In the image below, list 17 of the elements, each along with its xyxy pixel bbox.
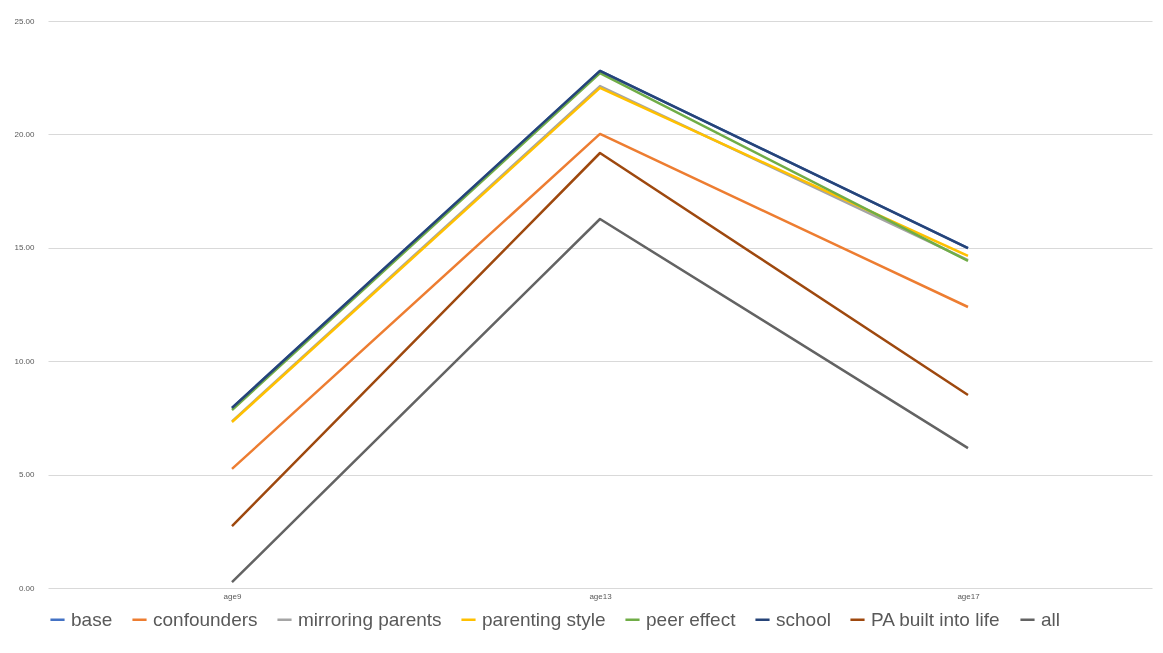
y-tick-label: 0.00	[18, 583, 36, 593]
x-tick-label: age17	[957, 591, 981, 601]
legend-label: all	[1041, 608, 1061, 630]
legend-label: mirroring parents	[298, 608, 442, 630]
legend-label: confounders	[153, 608, 258, 630]
legend-label: base	[71, 608, 113, 630]
y-tick-label: 10.00	[14, 356, 36, 366]
y-tick-label: 20.00	[14, 129, 36, 139]
legend-label: PA built into life	[871, 608, 1000, 630]
x-tick-label: age13	[589, 591, 613, 601]
y-tick-label: 5.00	[18, 470, 36, 480]
y-tick-label: 25.00	[14, 16, 36, 26]
x-tick-label: age9	[223, 591, 242, 601]
legend-label: school	[776, 608, 831, 630]
legend-label: peer effect	[646, 608, 737, 630]
y-tick-label: 15.00	[14, 243, 36, 253]
legend-label: parenting style	[482, 608, 606, 630]
